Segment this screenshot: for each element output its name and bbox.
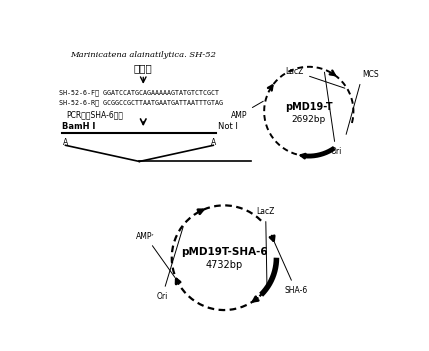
Text: MCS: MCS: [346, 70, 379, 134]
Text: 2692bp: 2692bp: [292, 115, 326, 124]
Text: 基因组: 基因组: [134, 63, 153, 73]
Text: A: A: [211, 138, 216, 147]
Text: Ori: Ori: [157, 227, 183, 301]
Text: SH-52-6-F： GGATCCATGCAGAAAAAGTATGTCTCGCT: SH-52-6-F： GGATCCATGCAGAAAAAGTATGTCTCGCT: [58, 90, 218, 97]
Text: SHA-6: SHA-6: [275, 242, 308, 294]
Text: Not I: Not I: [218, 122, 238, 131]
Text: SH-52-6-R： GCGGCCGCTTAATGAATGATTAATTTGTAG: SH-52-6-R： GCGGCCGCTTAATGAATGATTAATTTGTA…: [58, 99, 223, 106]
Text: pMD19T-SHA-6: pMD19T-SHA-6: [181, 247, 267, 257]
Text: Ori: Ori: [324, 72, 342, 156]
Text: AMPʳ: AMPʳ: [136, 232, 175, 278]
Text: PCR扩增SHA-6基因: PCR扩增SHA-6基因: [66, 110, 123, 119]
Text: pMD19-T: pMD19-T: [285, 102, 332, 112]
Text: AMP: AMP: [231, 101, 263, 120]
Text: BamH I: BamH I: [62, 122, 96, 131]
Text: LacZ: LacZ: [257, 207, 275, 285]
Text: LacZ: LacZ: [286, 67, 345, 88]
Text: A: A: [63, 138, 68, 147]
Text: Marinicatena alainatilytica. SH-52: Marinicatena alainatilytica. SH-52: [70, 51, 216, 59]
Text: 4732bp: 4732bp: [205, 260, 243, 270]
